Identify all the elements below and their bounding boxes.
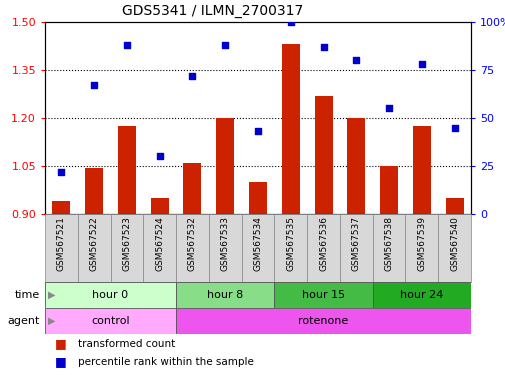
Bar (346, 118, 365, 214)
Text: GSM567524: GSM567524 (155, 216, 164, 271)
Text: hour 8: hour 8 (207, 290, 243, 300)
Bar (216, 118, 234, 214)
Bar (241, 214, 274, 282)
Bar (118, 126, 136, 214)
Text: GSM567521: GSM567521 (57, 216, 66, 271)
Text: agent: agent (8, 316, 40, 326)
Point (319, 44, 327, 50)
Text: ▶: ▶ (47, 316, 55, 326)
Bar (150, 198, 168, 214)
Bar (379, 166, 397, 214)
Bar (176, 214, 209, 282)
Text: GSM567536: GSM567536 (319, 216, 327, 271)
Point (156, 153, 164, 159)
Bar (445, 198, 463, 214)
Text: GSM567537: GSM567537 (351, 216, 360, 271)
Point (221, 42, 229, 48)
Text: time: time (15, 290, 40, 300)
Text: GSM567538: GSM567538 (384, 216, 393, 271)
Bar (110, 214, 143, 282)
Bar (45, 308, 176, 334)
Text: hour 0: hour 0 (92, 290, 128, 300)
Bar (45, 282, 176, 308)
Point (351, 57, 360, 63)
Text: ▶: ▶ (47, 290, 55, 300)
Point (449, 124, 458, 131)
Bar (314, 96, 332, 214)
Text: GSM567534: GSM567534 (253, 216, 262, 271)
Bar (274, 282, 372, 308)
Text: GSM567523: GSM567523 (122, 216, 131, 271)
Text: GSM567532: GSM567532 (187, 216, 196, 271)
Bar (183, 163, 201, 214)
Text: percentile rank within the sample: percentile rank within the sample (78, 357, 254, 367)
Bar (209, 214, 241, 282)
Point (188, 73, 196, 79)
Point (417, 61, 425, 67)
Bar (53, 201, 70, 214)
Bar (307, 214, 339, 282)
Bar (405, 214, 437, 282)
Point (254, 128, 262, 134)
Bar (274, 214, 307, 282)
Bar (412, 126, 430, 214)
Text: rotenone: rotenone (298, 316, 348, 326)
Text: control: control (91, 316, 130, 326)
Text: GSM567540: GSM567540 (449, 216, 458, 271)
Bar (143, 214, 176, 282)
Point (286, 19, 294, 25)
Text: GSM567535: GSM567535 (286, 216, 295, 271)
Point (57, 169, 65, 175)
Bar (45, 214, 78, 282)
Text: ■: ■ (55, 338, 67, 351)
Text: hour 24: hour 24 (399, 290, 443, 300)
Bar (248, 182, 267, 214)
Text: GDS5341 / ILMN_2700317: GDS5341 / ILMN_2700317 (122, 4, 302, 18)
Point (123, 42, 131, 48)
Bar (339, 214, 372, 282)
Bar (176, 282, 274, 308)
Text: GSM567522: GSM567522 (89, 216, 98, 271)
Text: hour 15: hour 15 (301, 290, 344, 300)
Point (384, 105, 392, 111)
Bar (78, 214, 110, 282)
Bar (176, 308, 470, 334)
Bar (281, 45, 299, 214)
Point (90, 82, 98, 88)
Text: ■: ■ (55, 356, 67, 369)
Bar (437, 214, 470, 282)
Bar (85, 167, 103, 214)
Bar (372, 282, 470, 308)
Text: transformed count: transformed count (78, 339, 175, 349)
Bar (372, 214, 405, 282)
Text: GSM567533: GSM567533 (220, 216, 229, 271)
Text: GSM567539: GSM567539 (417, 216, 426, 271)
